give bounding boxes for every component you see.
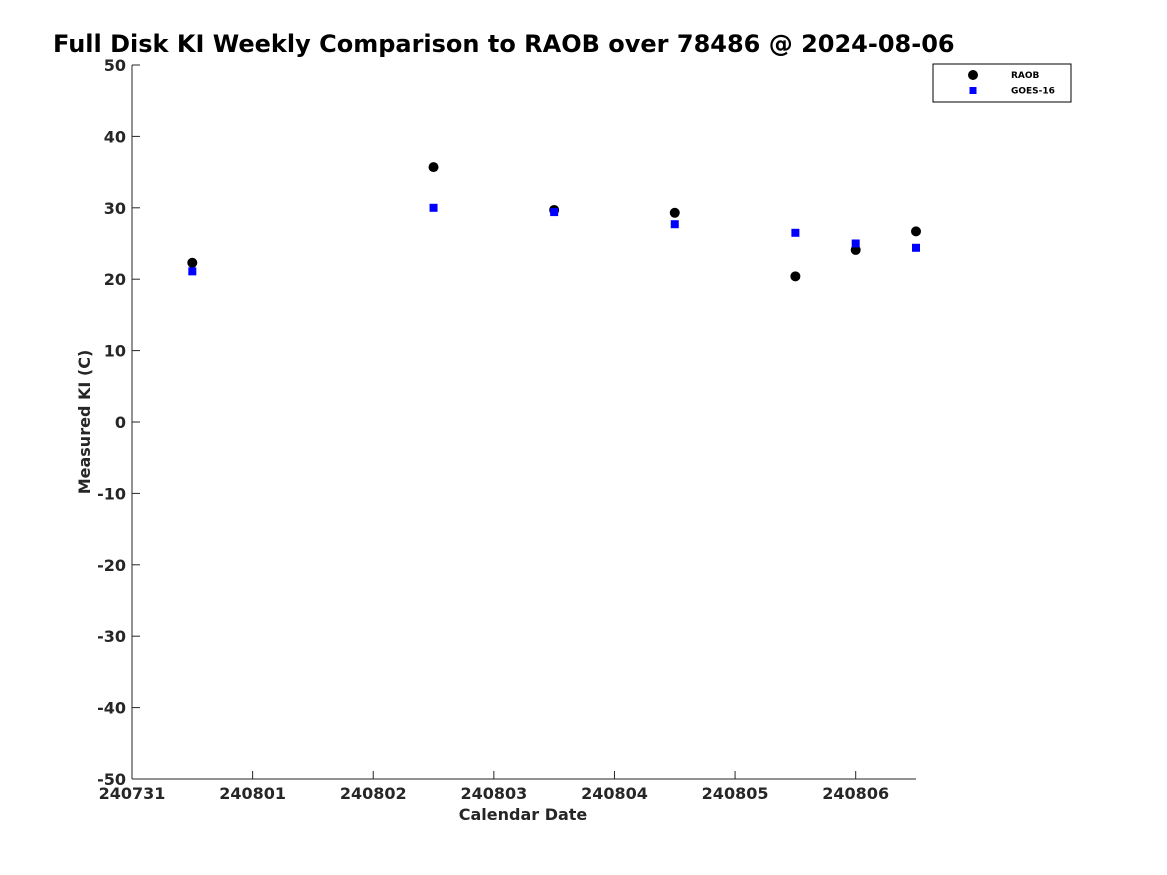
y-tick-label: 30 (104, 199, 126, 218)
y-tick-label: 20 (104, 270, 126, 289)
x-tick-label: 240806 (822, 784, 889, 803)
y-tick-label: -40 (97, 699, 126, 718)
data-point (188, 267, 197, 276)
data-point (851, 239, 860, 248)
data-point (550, 208, 559, 217)
data-point (429, 203, 438, 212)
series-raob (187, 162, 921, 282)
data-point (669, 207, 680, 218)
y-tick-label: 40 (104, 127, 126, 146)
data-point (911, 226, 921, 237)
legend-label: RAOB (1011, 71, 1040, 81)
data-point (912, 243, 920, 252)
y-tick-label: 10 (104, 342, 126, 361)
y-tick-label: -50 (97, 770, 126, 789)
chart-title: Full Disk KI Weekly Comparison to RAOB o… (53, 30, 955, 58)
legend-label: GOES-16 (1011, 87, 1055, 97)
legend: RAOB GOES-16 (932, 63, 1072, 103)
series-goes-16 (188, 203, 920, 276)
data-point (428, 162, 439, 173)
x-tick-label: 240801 (219, 784, 286, 803)
y-tick-label: 50 (104, 56, 126, 75)
y-tick-label: -30 (97, 627, 126, 646)
legend-marker (968, 70, 978, 80)
data-point (790, 271, 801, 282)
x-tick-label: 240805 (702, 784, 769, 803)
y-tick-label: -20 (97, 556, 126, 575)
x-tick-label: 240803 (460, 784, 527, 803)
plot-area (187, 162, 921, 282)
data-point (187, 257, 198, 268)
x-tick-label: 240731 (99, 784, 166, 803)
x-axis: 240731 240801 240802 240803 240804 240805 2408… (99, 771, 916, 803)
y-axis: 50 40 30 20 10 0 -10 -20 -30 -40 -50 (97, 56, 140, 789)
legend-marker (969, 87, 977, 94)
y-axis-label: Measured KI (C) (75, 350, 94, 495)
y-tick-label: -10 (97, 484, 126, 503)
y-tick-label: 0 (115, 413, 126, 432)
data-point (670, 220, 679, 229)
x-tick-label: 240804 (581, 784, 648, 803)
legend-box (932, 63, 1072, 103)
x-tick-label: 240802 (340, 784, 407, 803)
x-axis-label: Calendar Date (459, 805, 588, 824)
data-point (791, 228, 800, 237)
